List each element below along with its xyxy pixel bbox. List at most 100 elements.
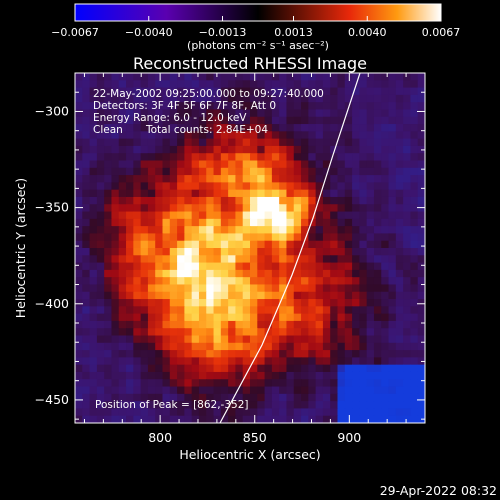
heatmap-pixel xyxy=(133,131,142,140)
heatmap-pixel xyxy=(147,313,156,322)
heatmap-pixel xyxy=(410,335,419,344)
heatmap-pixel xyxy=(344,124,353,132)
heatmap-pixel xyxy=(373,255,382,264)
heatmap-pixel xyxy=(410,401,419,410)
heatmap-pixel xyxy=(322,226,331,235)
heatmap-pixel xyxy=(155,386,164,395)
x-tick-label: 900 xyxy=(337,430,361,445)
heatmap-pixel xyxy=(308,277,317,286)
heatmap-pixel xyxy=(293,342,302,351)
heatmap-pixel xyxy=(250,94,258,103)
heatmap-pixel xyxy=(366,204,375,213)
heatmap-pixel xyxy=(293,284,302,293)
heatmap-pixel xyxy=(373,371,382,380)
heatmap-pixel xyxy=(162,248,171,256)
heatmap-pixel xyxy=(89,233,98,242)
heatmap-pixel xyxy=(235,226,244,235)
heatmap-pixel xyxy=(213,80,222,89)
heatmap-pixel xyxy=(373,226,382,235)
heatmap-pixel xyxy=(352,299,360,307)
heatmap-pixel xyxy=(388,167,397,176)
heatmap-pixel xyxy=(147,233,156,242)
heatmap-pixel xyxy=(89,240,98,249)
heatmap-pixel xyxy=(177,138,185,147)
heatmap-pixel xyxy=(213,277,222,286)
heatmap-pixel xyxy=(344,284,353,293)
heatmap-pixel xyxy=(213,306,222,315)
heatmap-pixel xyxy=(147,182,156,191)
heatmap-pixel xyxy=(337,408,346,417)
heatmap-pixel xyxy=(271,116,280,125)
heatmap-pixel xyxy=(308,175,317,183)
heatmap-pixel xyxy=(126,262,134,271)
heatmap-pixel xyxy=(126,313,134,322)
heatmap-pixel xyxy=(352,116,360,125)
heatmap-pixel xyxy=(104,131,113,140)
heatmap-pixel xyxy=(177,401,185,410)
heatmap-pixel xyxy=(162,211,171,220)
heatmap-pixel xyxy=(118,277,127,286)
heatmap-pixel xyxy=(403,364,412,373)
heatmap-pixel xyxy=(169,313,178,322)
heatmap-pixel xyxy=(264,73,273,81)
heatmap-pixel xyxy=(352,226,360,235)
heatmap-pixel xyxy=(228,182,237,191)
heatmap-pixel xyxy=(169,255,178,264)
heatmap-pixel xyxy=(301,379,309,388)
heatmap-pixel xyxy=(96,226,105,235)
heatmap-pixel xyxy=(140,262,149,271)
heatmap-pixel xyxy=(410,124,419,132)
heatmap-pixel xyxy=(155,393,164,402)
heatmap-pixel xyxy=(75,131,83,140)
heatmap-pixel xyxy=(417,94,425,103)
heatmap-pixel xyxy=(344,357,353,366)
heatmap-pixel xyxy=(206,80,215,89)
heatmap-pixel xyxy=(322,379,331,388)
heatmap-pixel xyxy=(242,379,251,388)
heatmap-pixel xyxy=(169,262,178,271)
heatmap-pixel xyxy=(250,306,258,315)
heatmap-pixel xyxy=(96,342,105,351)
heatmap-pixel xyxy=(366,335,375,344)
heatmap-pixel xyxy=(155,379,164,388)
heatmap-pixel xyxy=(126,320,134,329)
heatmap-pixel xyxy=(359,160,368,169)
heatmap-pixel xyxy=(104,350,113,358)
heatmap-pixel xyxy=(220,138,229,147)
heatmap-pixel xyxy=(220,401,229,410)
heatmap-pixel xyxy=(264,167,273,176)
heatmap-pixel xyxy=(89,342,98,351)
heatmap-pixel xyxy=(286,379,295,388)
heatmap-pixel xyxy=(308,196,317,205)
heatmap-pixel xyxy=(373,320,382,329)
heatmap-pixel xyxy=(286,131,295,140)
heatmap-pixel xyxy=(147,189,156,198)
heatmap-pixel xyxy=(403,255,412,264)
heatmap-pixel xyxy=(359,167,368,176)
heatmap-pixel xyxy=(286,393,295,402)
heatmap-pixel xyxy=(381,109,390,118)
heatmap-pixel xyxy=(147,109,156,118)
heatmap-pixel xyxy=(169,145,178,154)
heatmap-pixel xyxy=(352,320,360,329)
heatmap-pixel xyxy=(315,204,324,213)
heatmap-pixel xyxy=(155,284,164,293)
heatmap-pixel xyxy=(213,94,222,103)
heatmap-pixel xyxy=(169,408,178,417)
heatmap-pixel xyxy=(155,80,164,89)
heatmap-pixel xyxy=(279,342,288,351)
heatmap-pixel xyxy=(410,87,419,96)
heatmap-pixel xyxy=(191,277,200,286)
heatmap-pixel xyxy=(111,401,120,410)
heatmap-pixel xyxy=(366,262,375,271)
heatmap-pixel xyxy=(118,248,127,256)
heatmap-pixel xyxy=(242,160,251,169)
heatmap-pixel xyxy=(344,73,353,81)
heatmap-pixel xyxy=(104,401,113,410)
heatmap-pixel xyxy=(140,131,149,140)
heatmap-pixel xyxy=(293,175,302,183)
heatmap-pixel xyxy=(373,379,382,388)
heatmap-pixel xyxy=(293,167,302,176)
heatmap-pixel xyxy=(417,109,425,118)
heatmap-pixel xyxy=(330,160,339,169)
